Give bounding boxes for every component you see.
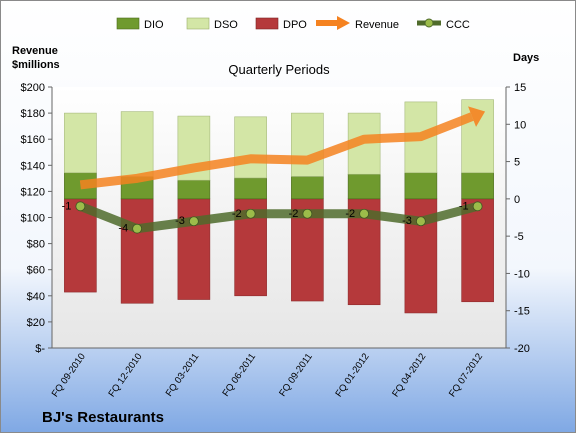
ccc-point xyxy=(245,208,256,219)
revenue-arrowhead xyxy=(468,106,486,127)
bar-dio xyxy=(234,177,267,200)
bar-dio xyxy=(347,173,381,200)
left-axis-ticks: $- $20 $40 $60 $80 $100 $120 $140 $160 $180 $200 xyxy=(21,82,53,355)
bar-dso xyxy=(291,112,324,177)
left-tick-label: $120 xyxy=(21,186,45,198)
right-tick-label: 0 xyxy=(514,194,520,206)
bar-dso xyxy=(120,111,154,177)
legend-item-ccc: CCC xyxy=(417,18,470,31)
legend: DIO DSO DPO Revenue CCC xyxy=(116,16,470,31)
bar-dio xyxy=(291,176,324,200)
legend-swatch-dpo xyxy=(255,17,279,30)
left-tick-label: $- xyxy=(35,343,45,355)
bar-dio xyxy=(461,172,494,200)
chart-title: Quarterly Periods xyxy=(228,62,330,77)
legend-label-dpo: DPO xyxy=(283,19,307,31)
bar-dio xyxy=(404,172,438,200)
legend-item-dso: DSO xyxy=(186,17,238,31)
legend-item-dpo: DPO xyxy=(255,17,307,31)
right-tick-label: -10 xyxy=(514,268,530,280)
left-axis-label-line2: $millions xyxy=(12,59,60,71)
ccc-point xyxy=(188,216,199,227)
ccc-data-label: -1 xyxy=(62,200,72,212)
legend-swatch-dso xyxy=(186,17,210,30)
ccc-point xyxy=(302,208,313,219)
legend-label-dso: DSO xyxy=(214,19,238,31)
ccc-line: -1 -4 -3 -2 -2 -2 -3 -1 xyxy=(62,200,483,235)
legend-item-revenue: Revenue xyxy=(316,16,399,31)
right-tick-label: -20 xyxy=(514,343,530,355)
ccc-data-label: -2 xyxy=(232,208,242,220)
left-tick-label: $160 xyxy=(21,134,45,146)
ccc-data-label: -4 xyxy=(118,223,128,235)
right-tick-label: 5 xyxy=(514,157,520,169)
left-tick-label: $100 xyxy=(21,213,45,225)
left-tick-label: $140 xyxy=(21,160,45,172)
right-tick-label: -15 xyxy=(514,306,530,318)
ccc-data-label: -3 xyxy=(402,215,412,227)
ccc-point xyxy=(415,216,426,227)
left-tick-label: $200 xyxy=(21,82,45,94)
left-tick-label: $80 xyxy=(27,239,45,251)
left-axis-label-line1: Revenue xyxy=(12,45,58,57)
ccc-point xyxy=(75,201,86,212)
revenue-line xyxy=(79,106,486,190)
bar-dio xyxy=(177,179,211,200)
right-axis-ticks: -20 -15 -10 -5 0 5 10 15 xyxy=(505,82,530,355)
bar-dpo xyxy=(120,198,154,304)
right-tick-label: 10 xyxy=(514,119,526,131)
ccc-point xyxy=(132,223,143,234)
right-tick-label: -5 xyxy=(514,231,524,243)
bar-dso xyxy=(234,116,267,179)
legend-label-dio: DIO xyxy=(144,19,164,31)
legend-arrowhead-revenue xyxy=(337,16,350,30)
right-tick-label: 15 xyxy=(514,82,526,94)
legend-label-revenue: Revenue xyxy=(355,19,399,31)
left-tick-label: $20 xyxy=(27,317,45,329)
revenue-line-path xyxy=(79,112,474,190)
legend-marker-ccc xyxy=(424,18,434,28)
left-tick-label: $180 xyxy=(21,108,45,120)
left-tick-label: $60 xyxy=(27,265,45,277)
ccc-data-label: -3 xyxy=(175,215,185,227)
legend-item-dio: DIO xyxy=(116,17,164,31)
right-axis-label: Days xyxy=(513,52,539,64)
left-tick-label: $40 xyxy=(27,291,45,303)
ccc-point xyxy=(472,201,483,212)
bar-dso xyxy=(64,112,97,174)
ccc-point xyxy=(359,208,370,219)
bar-dpo xyxy=(461,198,494,303)
ccc-data-label: -1 xyxy=(459,200,469,212)
ccc-data-label: -2 xyxy=(289,208,299,220)
company-name: BJ's Restaurants xyxy=(42,409,164,426)
ccc-data-label: -2 xyxy=(345,208,355,220)
legend-swatch-dio xyxy=(116,17,140,30)
bar-dpo xyxy=(177,198,211,300)
ccc-line-path xyxy=(78,201,479,234)
legend-label-ccc: CCC xyxy=(446,19,470,31)
